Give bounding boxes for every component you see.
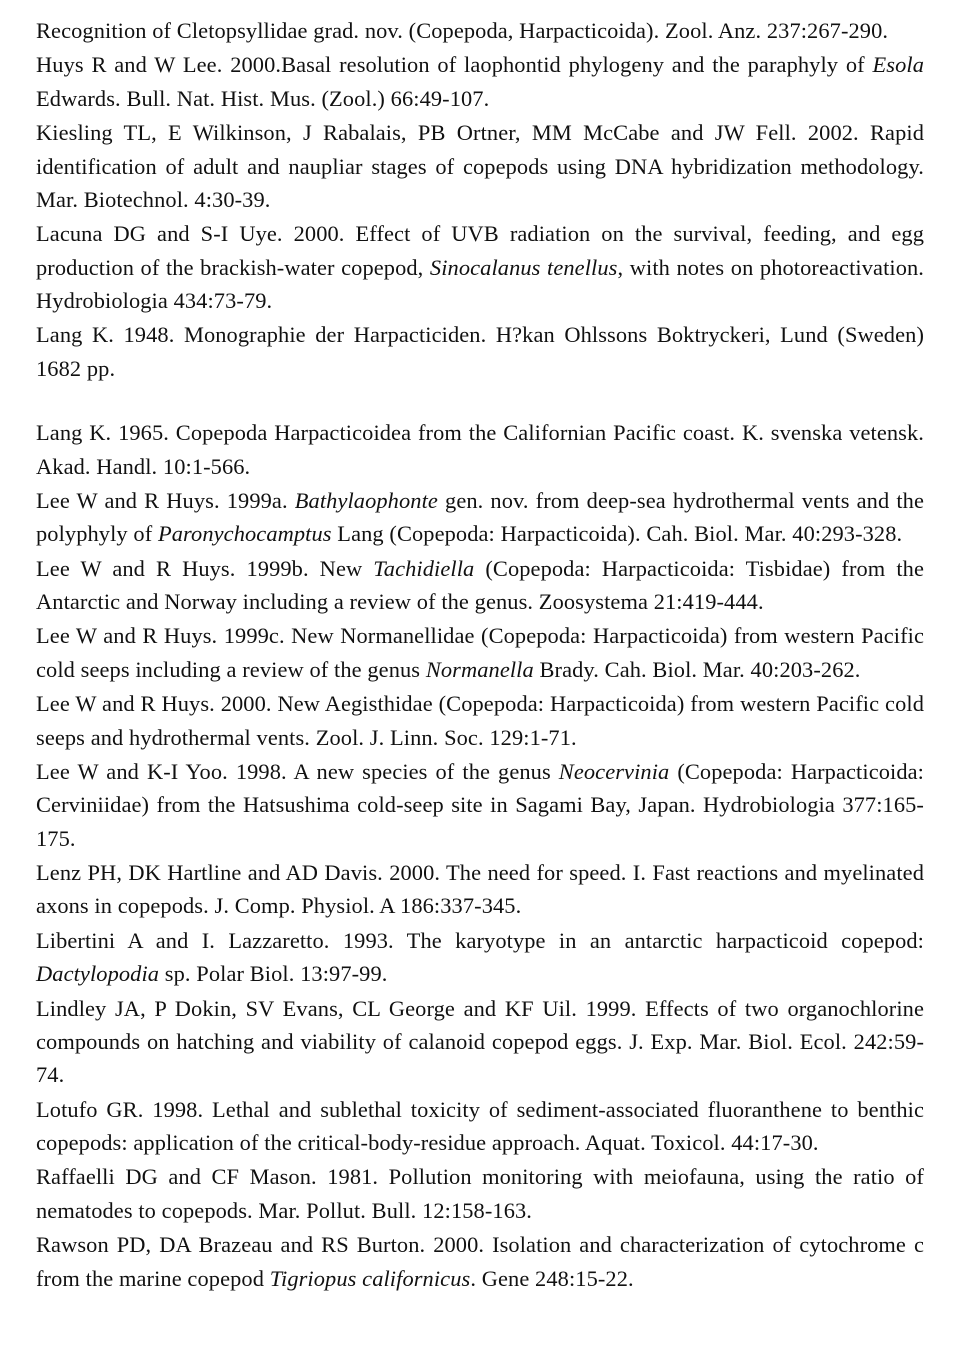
reference-entry: Lee W and R Huys. 1999c. New Normanellid… [36,619,924,686]
reference-entry: Huys R and W Lee. 2000.Basal resolution … [36,48,924,115]
reference-entry: Lang K. 1948. Monographie der Harpactici… [36,318,924,385]
references-list: Recognition of Cletopsyllidae grad. nov.… [36,14,924,1295]
reference-entry: Lang K. 1965. Copepoda Harpacticoidea fr… [36,416,924,483]
reference-entry: Lenz PH, DK Hartline and AD Davis. 2000.… [36,856,924,923]
reference-entry: Lee W and R Huys. 1999b. New Tachidiella… [36,552,924,619]
reference-entry: Lee W and R Huys. 2000. New Aegisthidae … [36,687,924,754]
reference-entry: Lacuna DG and S-I Uye. 2000. Effect of U… [36,217,924,317]
reference-entry: Lotufo GR. 1998. Lethal and sublethal to… [36,1093,924,1160]
reference-entry: Lee W and R Huys. 1999a. Bathylaophonte … [36,484,924,551]
reference-entry: Kiesling TL, E Wilkinson, J Rabalais, PB… [36,116,924,216]
reference-entry: Rawson PD, DA Brazeau and RS Burton. 200… [36,1228,924,1295]
reference-entry: Lee W and K-I Yoo. 1998. A new species o… [36,755,924,855]
reference-entry: Raffaelli DG and CF Mason. 1981. Polluti… [36,1160,924,1227]
reference-entry: Recognition of Cletopsyllidae grad. nov.… [36,14,924,47]
reference-entry: Lindley JA, P Dokin, SV Evans, CL George… [36,992,924,1092]
reference-entry: Libertini A and I. Lazzaretto. 1993. The… [36,924,924,991]
reference-gap [36,386,924,416]
